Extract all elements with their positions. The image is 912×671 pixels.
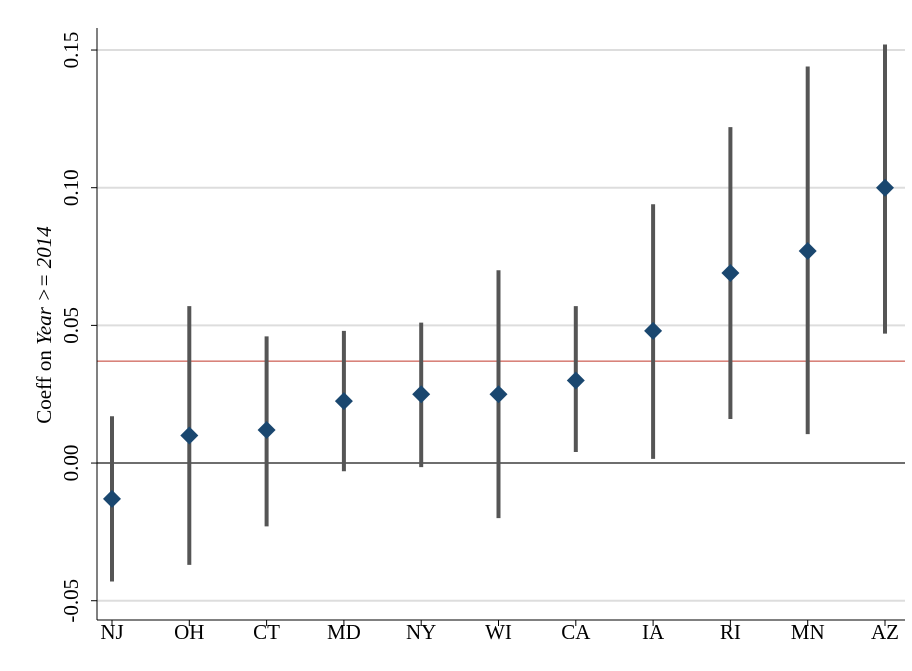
point (334, 392, 353, 411)
point (412, 385, 431, 404)
x-tick-label: NY (406, 620, 436, 644)
y-axis-label: Coeff on Year >= 2014 (32, 226, 56, 424)
x-tick-label: AZ (871, 620, 899, 644)
point (180, 426, 199, 445)
point (798, 242, 817, 261)
y-tick-label: -0.05 (59, 579, 83, 623)
point (566, 371, 585, 390)
y-tick-label: 0.15 (59, 32, 83, 69)
x-tick-label: MD (327, 620, 361, 644)
x-tick-label: CA (561, 620, 591, 644)
x-tick-label: CT (253, 620, 280, 644)
point (257, 421, 276, 440)
y-tick-label: 0.10 (59, 169, 83, 206)
point (644, 321, 663, 340)
x-tick-label: WI (485, 620, 512, 644)
x-tick-label: RI (720, 620, 741, 644)
y-tick-label: 0.00 (59, 445, 83, 482)
point (103, 489, 121, 508)
x-tick-label: OH (174, 620, 204, 644)
x-tick-label: MN (791, 620, 825, 644)
x-tick-label: IA (642, 620, 665, 644)
x-tick-label: NJ (100, 620, 123, 644)
point (721, 264, 740, 283)
y-tick-label: 0.05 (59, 307, 83, 344)
point (876, 178, 894, 197)
point (489, 385, 508, 404)
